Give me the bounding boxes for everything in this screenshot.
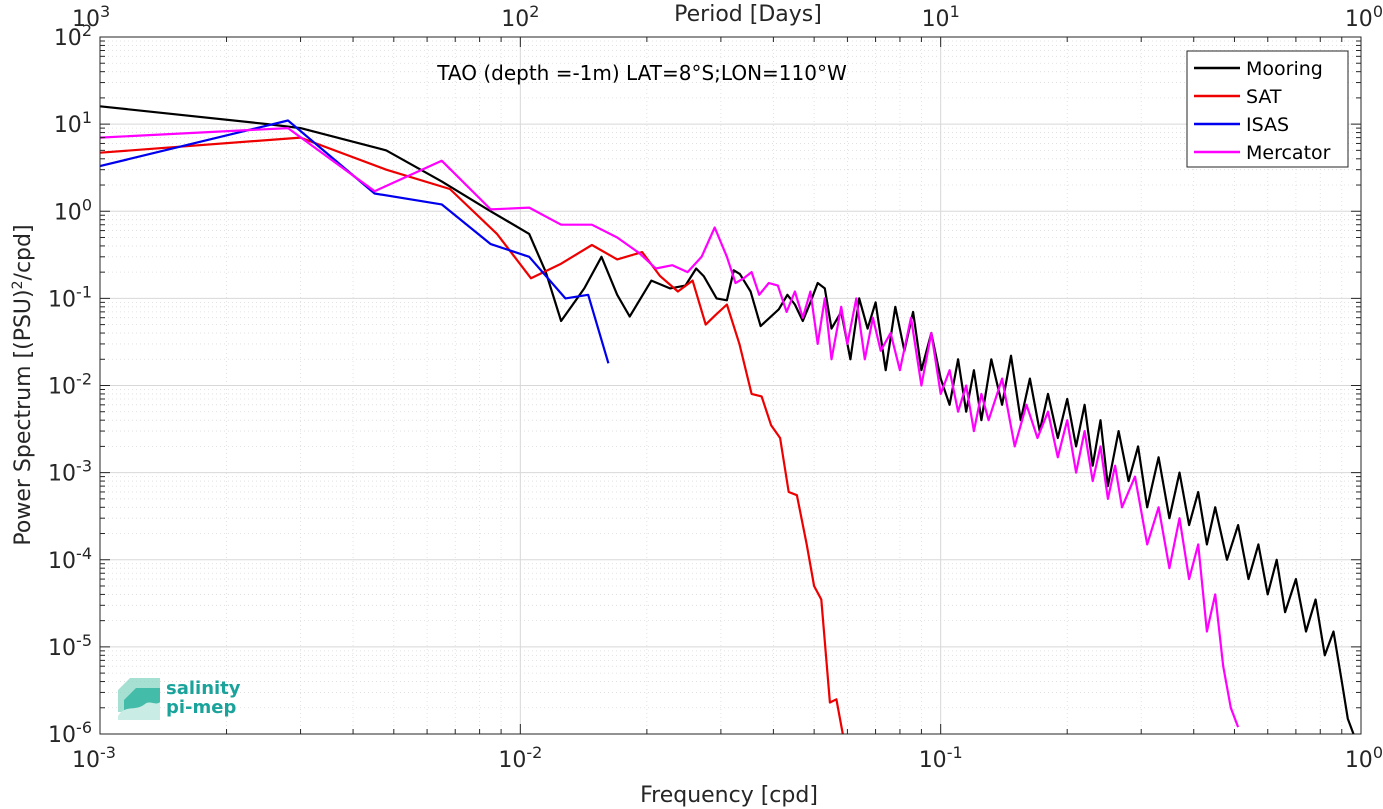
- y-tick-label: 10-2: [48, 369, 92, 400]
- series-line-sat: [99, 136, 844, 735]
- y-tick-label: 10-1: [48, 282, 92, 313]
- series-line-mooring: [99, 105, 1355, 735]
- salinity-pi-mep-logo: salinity pi-mep: [118, 678, 241, 720]
- legend-label-isas: ISAS: [1246, 114, 1289, 136]
- y-tick-label: 10-4: [48, 543, 92, 574]
- y-tick-label: 101: [54, 108, 92, 139]
- x2-axis-label: Period [Days]: [674, 2, 822, 27]
- y-axis-label: Power Spectrum [(PSU)2/cpd]: [10, 224, 36, 545]
- y-tick-label: 10-3: [48, 456, 92, 487]
- legend-label-mercator: Mercator: [1246, 142, 1331, 164]
- legend: Mooring SAT ISAS Mercator: [1186, 50, 1349, 168]
- x-tick-label: 10-3: [72, 743, 116, 774]
- legend-label-sat: SAT: [1246, 86, 1282, 108]
- x-tick-label: 100: [1345, 743, 1383, 774]
- x-tick-label: 10-1: [919, 743, 963, 774]
- logo-line1: salinity: [166, 678, 241, 699]
- x2-tick-label: 101: [922, 2, 960, 33]
- series-lines: [99, 105, 1355, 735]
- series-line-isas: [99, 119, 610, 364]
- x-axis-label: Frequency [cpd]: [640, 783, 818, 808]
- y-tick-label: 10-5: [48, 630, 92, 661]
- x-tick-label: 10-2: [498, 743, 542, 774]
- y-tick-label: 100: [54, 195, 92, 226]
- x2-tick-label: 102: [501, 2, 539, 33]
- y-tick-label: 10-6: [48, 718, 92, 749]
- y-tick-label: 102: [54, 21, 92, 52]
- chart-title: TAO (depth =-1m) LAT=8°S;LON=110°W: [436, 61, 847, 85]
- legend-box: [1186, 50, 1349, 168]
- legend-label-mooring: Mooring: [1246, 58, 1323, 80]
- grid: [99, 36, 1362, 735]
- x2-tick-label: 100: [1345, 2, 1383, 33]
- x2-tick-label: 103: [72, 2, 110, 33]
- axis-ticks: [99, 37, 1361, 735]
- logo-line2: pi-mep: [166, 697, 236, 718]
- series-line-mercator: [99, 127, 1240, 728]
